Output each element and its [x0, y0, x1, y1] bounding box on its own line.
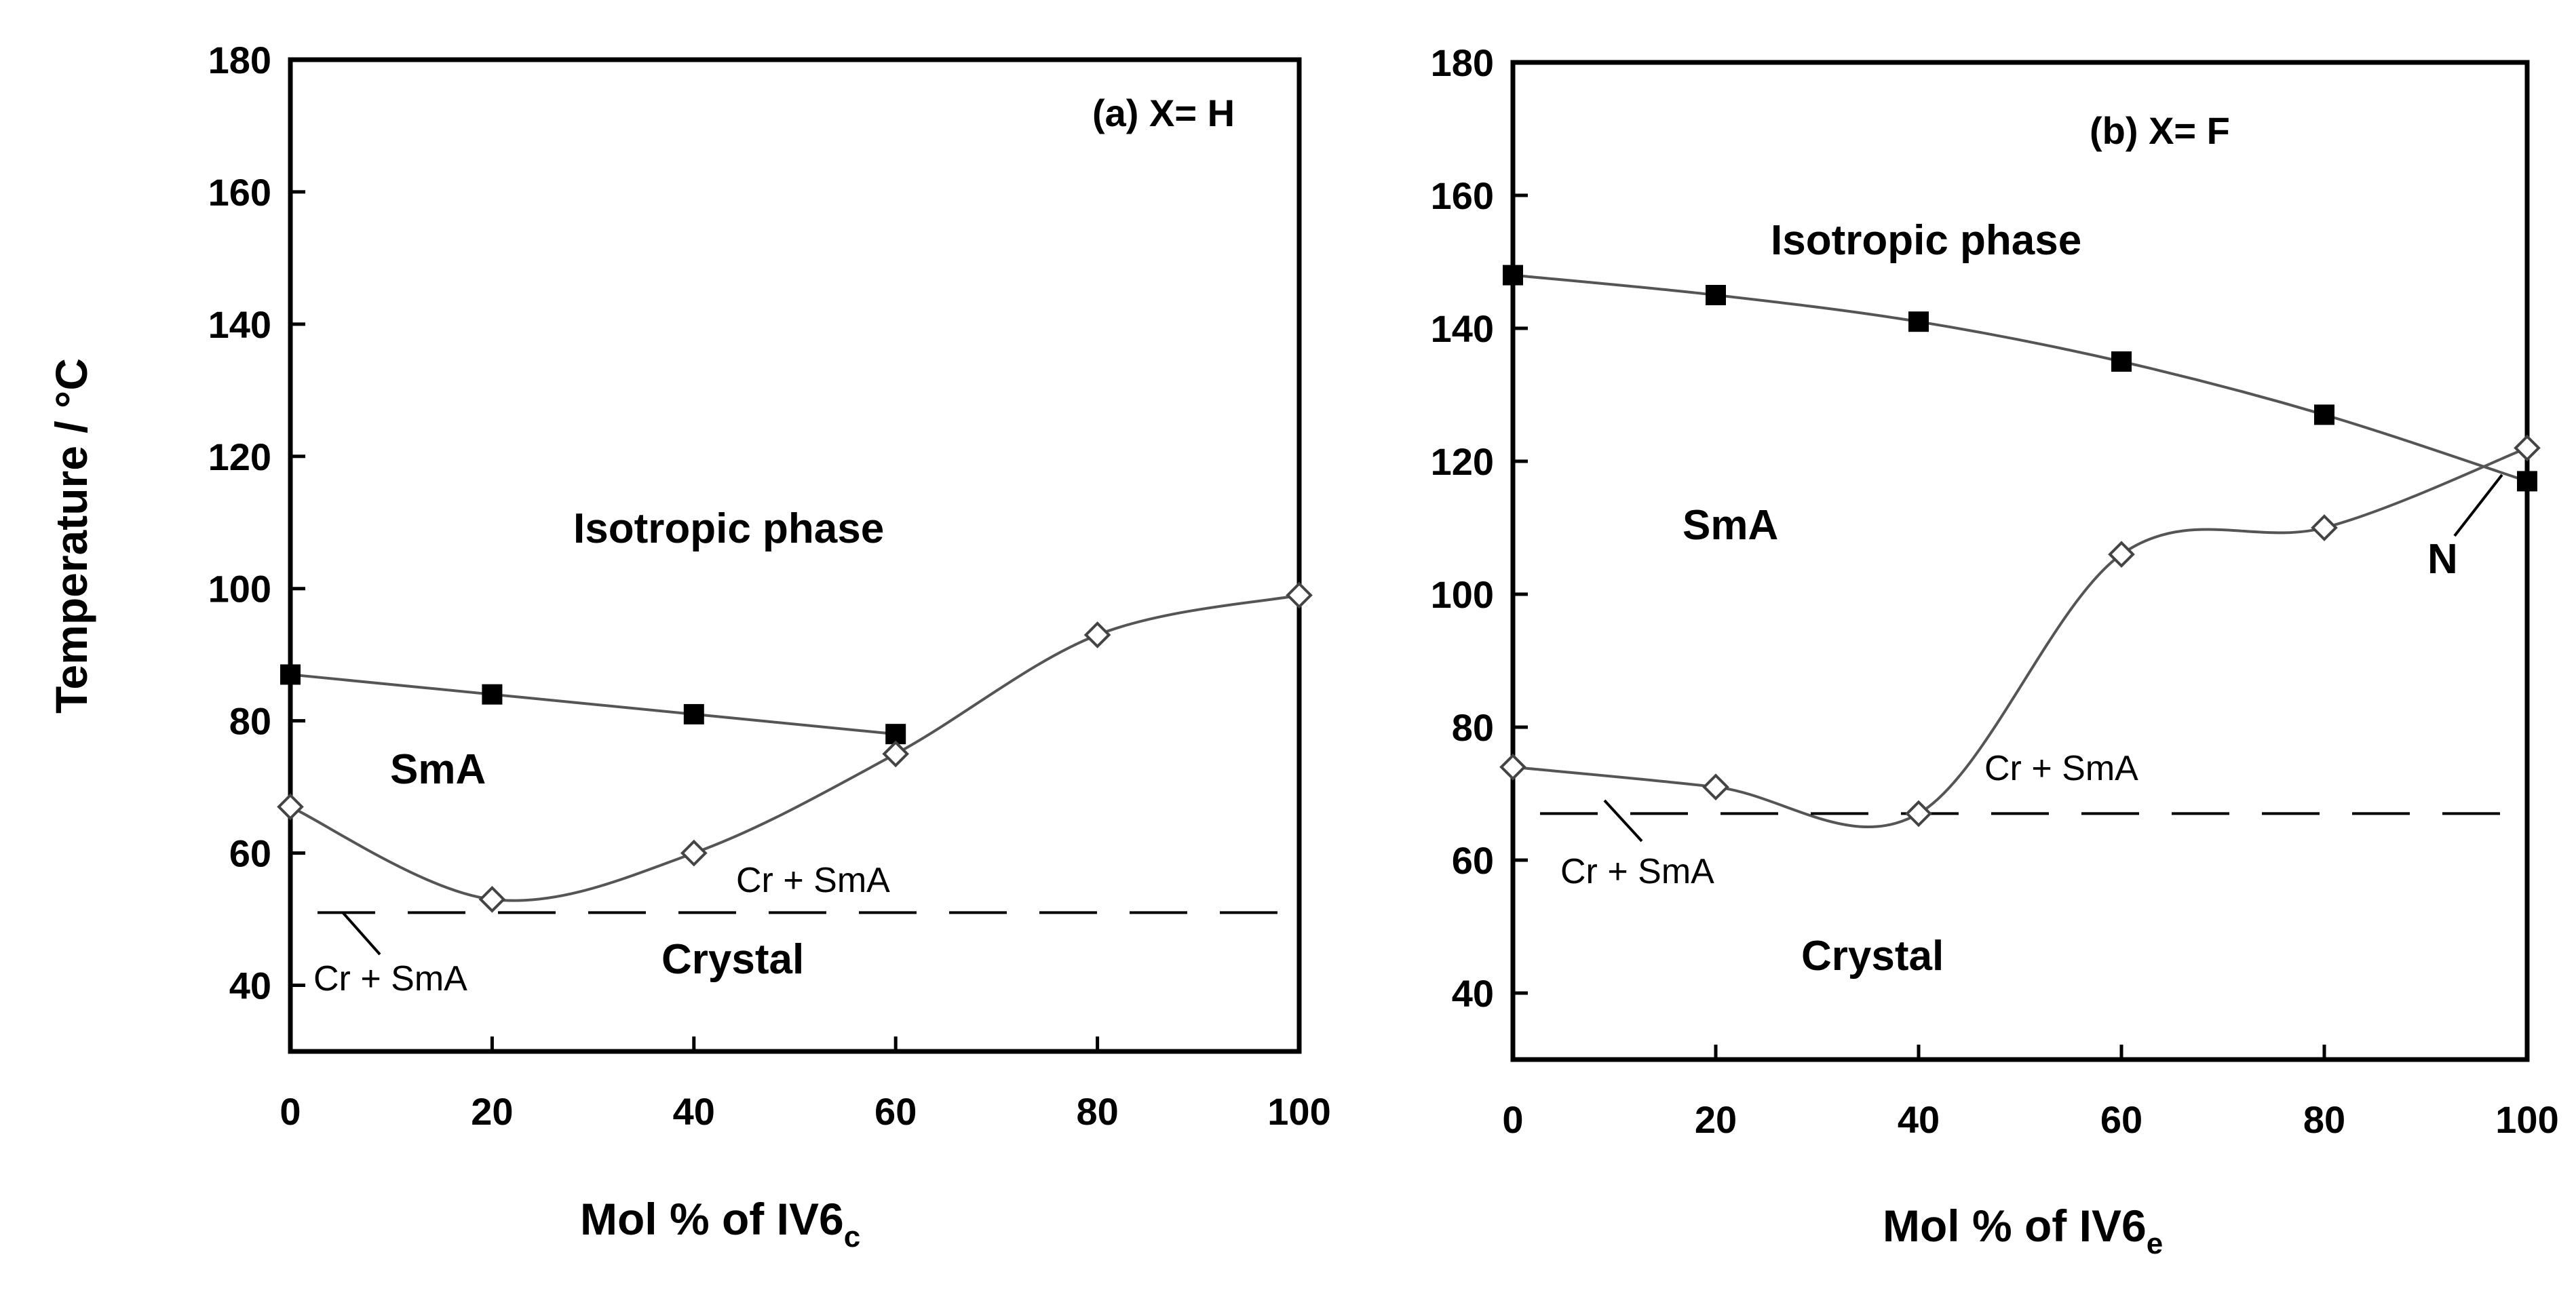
- panel-a-x-tick-label-100: 100: [1267, 1090, 1330, 1133]
- panel-a-y-tick-label-80: 80: [229, 700, 271, 743]
- panel-a-y-axis-title: Temperature / °C: [46, 358, 96, 714]
- panel-a-series-0-point-1: [482, 684, 503, 705]
- panel-a-series-1-point-3: [882, 740, 910, 768]
- panel-b-cr-sma-pointer: [1603, 799, 1643, 842]
- panel-b-series-1-point-4: [2311, 514, 2338, 541]
- panel-b-x-tick-label-40: 40: [1898, 1098, 1940, 1141]
- panel-b-nematic-pointer: [2453, 473, 2503, 537]
- panel-b-y-ticks: 40 60 80 100 120 140 160 180: [1431, 41, 1528, 1015]
- panel-a-series-1-line: [290, 594, 1300, 902]
- panel-a-cr-sma-label-right: Cr + SmA: [736, 861, 890, 900]
- panel-b-y-tick-label-80: 80: [1452, 706, 1494, 749]
- panel-b-y-tick-label-140: 140: [1431, 307, 1494, 350]
- panel-b-nematic-label: N: [2427, 536, 2458, 583]
- panel-a-y-tick-label-60: 60: [229, 832, 271, 875]
- panel-b-series-lines: [1512, 273, 2528, 828]
- panel-a-y-tick-label-140: 140: [208, 303, 271, 346]
- panel-a-x-axis-title: Mol % of IV6c: [580, 1194, 860, 1254]
- panel-b-sma-label: SmA: [1683, 502, 1778, 549]
- panel-b-series-0-point-5: [2517, 471, 2537, 492]
- panel-a-x-tick-label-40: 40: [673, 1090, 715, 1133]
- panel-b-series-1-point-5: [2514, 434, 2541, 462]
- panel-b-series-0-line: [1512, 273, 2528, 483]
- panel-b-y-tick-label-180: 180: [1431, 41, 1494, 84]
- panel-b-y-tick-label-120: 120: [1431, 440, 1494, 483]
- panel-a-x-ticks: 0 20 40 60 80 100: [280, 1036, 1331, 1133]
- panel-a-series-0-line: [290, 673, 896, 736]
- panel-b-plot-frame: [1510, 60, 2530, 1062]
- panel-b-series-1-line: [1512, 446, 2528, 828]
- panel-a-series-1-point-0: [277, 793, 304, 821]
- panel-b-markers: [1499, 265, 2541, 828]
- panel-b-x-tick-label-20: 20: [1695, 1098, 1737, 1141]
- panel-b-y-tick-label-40: 40: [1452, 972, 1494, 1015]
- panel-a-y-tick-label-120: 120: [208, 435, 271, 478]
- panel-b-x-tick-label-0: 0: [1502, 1098, 1523, 1141]
- panel-b-series-1-point-2: [1905, 800, 1932, 828]
- panel-a-label: (a) X= H: [1092, 92, 1235, 134]
- panel-b-isotropic-label: Isotropic phase: [1771, 217, 2081, 264]
- panel-b-series-0-point-2: [1908, 311, 1929, 332]
- panel-a-sma-label: SmA: [390, 746, 486, 793]
- panel-a-crystal-label: Crystal: [661, 936, 804, 983]
- panel-a-y-tick-label-180: 180: [208, 39, 271, 81]
- panel-b-series-1-point-1: [1702, 773, 1729, 801]
- panel-a-x-tick-label-80: 80: [1076, 1090, 1118, 1133]
- panel-b-x-ticks: 0 20 40 60 80 100: [1502, 1045, 2559, 1141]
- panel-b-x-tick-label-80: 80: [2303, 1098, 2345, 1141]
- panel-a-cr-sma-label-left: Cr + SmA: [313, 959, 467, 999]
- panel-b-series-1-point-3: [2108, 541, 2135, 568]
- panel-b-series-0-point-1: [1706, 285, 1726, 305]
- panel-a-series-0-point-0: [280, 664, 301, 685]
- panel-a-y-tick-label-40: 40: [229, 965, 271, 1007]
- panel-b-x-tick-label-60: 60: [2100, 1098, 2142, 1141]
- panel-a-cr-sma-pointer: [341, 911, 381, 956]
- panel-a-series-lines: [290, 594, 1300, 902]
- panel-a-series-1-point-4: [1083, 621, 1111, 648]
- panel-b-series-1-point-0: [1499, 753, 1526, 781]
- panel-b-crystal-label: Crystal: [1801, 933, 1944, 980]
- panel-a-markers: [277, 581, 1313, 913]
- panel-b-cr-sma-label-left: Cr + SmA: [1560, 852, 1714, 891]
- panel-b-x-axis-title: Mol % of IV6e: [1883, 1201, 2163, 1260]
- panel-b-cr-sma-label-right: Cr + SmA: [1984, 749, 2138, 788]
- panel-a-series-0-point-2: [683, 703, 704, 724]
- panel-b-series-0-point-0: [1503, 265, 1523, 286]
- panel-a-y-tick-label-100: 100: [208, 568, 271, 610]
- panel-a-series-1-point-5: [1286, 581, 1313, 609]
- panel-a-series-1-point-1: [478, 885, 506, 913]
- panel-b-series-0-point-3: [2111, 351, 2132, 372]
- panel-a-isotropic-label: Isotropic phase: [573, 505, 884, 552]
- panel-a-x-tick-label-0: 0: [280, 1090, 301, 1133]
- panel-a-y-tick-label-160: 160: [208, 171, 271, 214]
- panel-a: 40 60 80 100 120 140 160 180 0 20 40 60 80 100 (a) X…: [46, 39, 1331, 1254]
- panel-b-label: (b) X= F: [2090, 109, 2230, 152]
- panel-a-x-tick-label-60: 60: [874, 1090, 917, 1133]
- panel-b-y-tick-label-100: 100: [1431, 573, 1494, 616]
- panel-a-x-tick-label-20: 20: [471, 1090, 513, 1133]
- panel-a-y-ticks: 40 60 80 100 120 140 160 180: [208, 39, 305, 1007]
- panel-b-x-tick-label-100: 100: [2495, 1098, 2558, 1141]
- panel-b-series-0-point-4: [2314, 404, 2334, 425]
- panel-b-y-tick-label-160: 160: [1431, 174, 1494, 217]
- panel-b-y-tick-label-60: 60: [1452, 839, 1494, 882]
- panel-b: 40 60 80 100 120 140 160 180 0 20 40 60 80 100 (b) X…: [1431, 41, 2559, 1260]
- panel-a-series-1-point-2: [680, 839, 708, 867]
- panel-a-plot-frame: [288, 57, 1302, 1054]
